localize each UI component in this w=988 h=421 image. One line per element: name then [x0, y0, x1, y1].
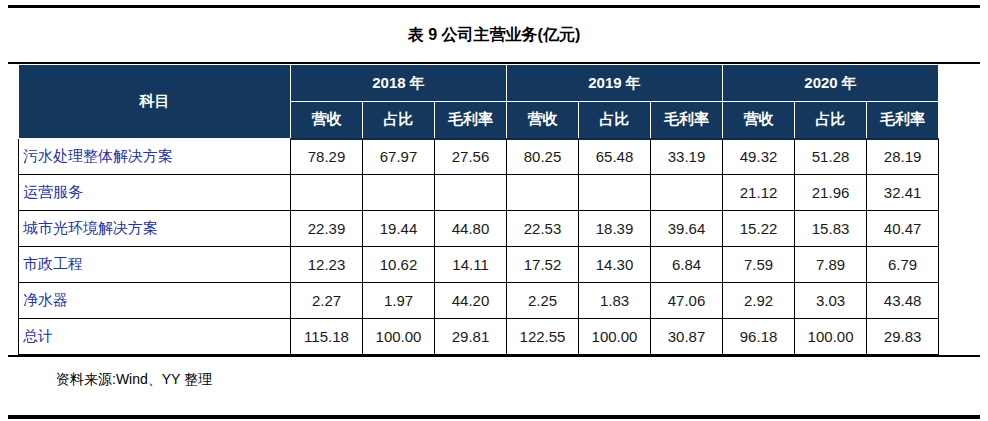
- row-label: 市政工程: [19, 247, 291, 283]
- table-cell: 14.11: [435, 247, 507, 283]
- table-cell: [291, 175, 363, 211]
- col-header-margin: 毛利率: [435, 102, 507, 139]
- report-page: 表 9 公司主营业务(亿元) 科目 2018 年 2019 年 2020 年 营…: [0, 0, 988, 421]
- col-header-share: 占比: [579, 102, 651, 139]
- table-cell: 100.00: [795, 319, 867, 355]
- table-cell: 78.29: [291, 139, 363, 175]
- table-cell: 100.00: [579, 319, 651, 355]
- table-cell: 1.83: [579, 283, 651, 319]
- table-header: 科目 2018 年 2019 年 2020 年 营收 占比 毛利率 营收 占比 …: [19, 65, 939, 139]
- table-cell: 6.84: [651, 247, 723, 283]
- table-cell: 22.53: [507, 211, 579, 247]
- year-header-row: 科目 2018 年 2019 年 2020 年: [19, 65, 939, 102]
- row-label: 城市光环境解决方案: [19, 211, 291, 247]
- col-header-revenue: 营收: [291, 102, 363, 139]
- table-cell: 29.81: [435, 319, 507, 355]
- table-cell: 122.55: [507, 319, 579, 355]
- col-header-share: 占比: [795, 102, 867, 139]
- col-header-share: 占比: [363, 102, 435, 139]
- table-row: 净水器 2.27 1.97 44.20 2.25 1.83 47.06 2.92…: [19, 283, 939, 319]
- table-cell: [651, 175, 723, 211]
- table-cell: 30.87: [651, 319, 723, 355]
- year-group-2020: 2020 年: [723, 65, 939, 102]
- col-header-margin: 毛利率: [867, 102, 939, 139]
- table-row-total: 总计 115.18 100.00 29.81 122.55 100.00 30.…: [19, 319, 939, 355]
- table-cell: 43.48: [867, 283, 939, 319]
- table-cell: 6.79: [867, 247, 939, 283]
- table-row: 污水处理整体解决方案 78.29 67.97 27.56 80.25 65.48…: [19, 139, 939, 175]
- bottom-divider: [8, 415, 980, 419]
- table-cell: 33.19: [651, 139, 723, 175]
- table-cell: 40.47: [867, 211, 939, 247]
- table-row: 市政工程 12.23 10.62 14.11 17.52 14.30 6.84 …: [19, 247, 939, 283]
- table-cell: 18.39: [579, 211, 651, 247]
- table-cell: 15.83: [795, 211, 867, 247]
- row-label: 净水器: [19, 283, 291, 319]
- table-cell: 96.18: [723, 319, 795, 355]
- table-cell: 49.32: [723, 139, 795, 175]
- table-cell: 2.27: [291, 283, 363, 319]
- table-cell: 44.20: [435, 283, 507, 319]
- table-body: 污水处理整体解决方案 78.29 67.97 27.56 80.25 65.48…: [19, 139, 939, 355]
- main-business-table: 科目 2018 年 2019 年 2020 年 营收 占比 毛利率 营收 占比 …: [18, 64, 939, 355]
- table-cell: 47.06: [651, 283, 723, 319]
- table-cell: 3.03: [795, 283, 867, 319]
- table-title: 表 9 公司主营业务(亿元): [0, 8, 988, 62]
- table-row: 运营服务 21.12 21.96 32.41: [19, 175, 939, 211]
- table-cell: 7.89: [795, 247, 867, 283]
- table-row: 城市光环境解决方案 22.39 19.44 44.80 22.53 18.39 …: [19, 211, 939, 247]
- table-cell: 12.23: [291, 247, 363, 283]
- row-label-total: 总计: [19, 319, 291, 355]
- table-cell: 27.56: [435, 139, 507, 175]
- year-group-2018: 2018 年: [291, 65, 507, 102]
- table-cell: 80.25: [507, 139, 579, 175]
- table-cell: 67.97: [363, 139, 435, 175]
- table-cell: 15.22: [723, 211, 795, 247]
- table-cell: 28.19: [867, 139, 939, 175]
- row-label: 污水处理整体解决方案: [19, 139, 291, 175]
- table-cell: 44.80: [435, 211, 507, 247]
- table-cell: 22.39: [291, 211, 363, 247]
- table-cell: 32.41: [867, 175, 939, 211]
- table-cell: 21.12: [723, 175, 795, 211]
- table-cell: [363, 175, 435, 211]
- table-cell: [579, 175, 651, 211]
- corner-header-subject: 科目: [19, 65, 291, 139]
- table-cell: 10.62: [363, 247, 435, 283]
- table-cell: 1.97: [363, 283, 435, 319]
- table-cell: 65.48: [579, 139, 651, 175]
- table-cell: 21.96: [795, 175, 867, 211]
- table-cell: 19.44: [363, 211, 435, 247]
- table-cell: 17.52: [507, 247, 579, 283]
- year-group-2019: 2019 年: [507, 65, 723, 102]
- col-header-revenue: 营收: [723, 102, 795, 139]
- table-cell: 39.64: [651, 211, 723, 247]
- table-cell: 29.83: [867, 319, 939, 355]
- col-header-revenue: 营收: [507, 102, 579, 139]
- table-cell: 2.92: [723, 283, 795, 319]
- row-label: 运营服务: [19, 175, 291, 211]
- table-cell: 51.28: [795, 139, 867, 175]
- table-cell: [435, 175, 507, 211]
- table-cell: 2.25: [507, 283, 579, 319]
- source-note: 资料来源:Wind、YY 整理: [0, 357, 988, 401]
- table-cell: [507, 175, 579, 211]
- table-cell: 14.30: [579, 247, 651, 283]
- table-cell: 100.00: [363, 319, 435, 355]
- col-header-margin: 毛利率: [651, 102, 723, 139]
- table-cell: 115.18: [291, 319, 363, 355]
- table-cell: 7.59: [723, 247, 795, 283]
